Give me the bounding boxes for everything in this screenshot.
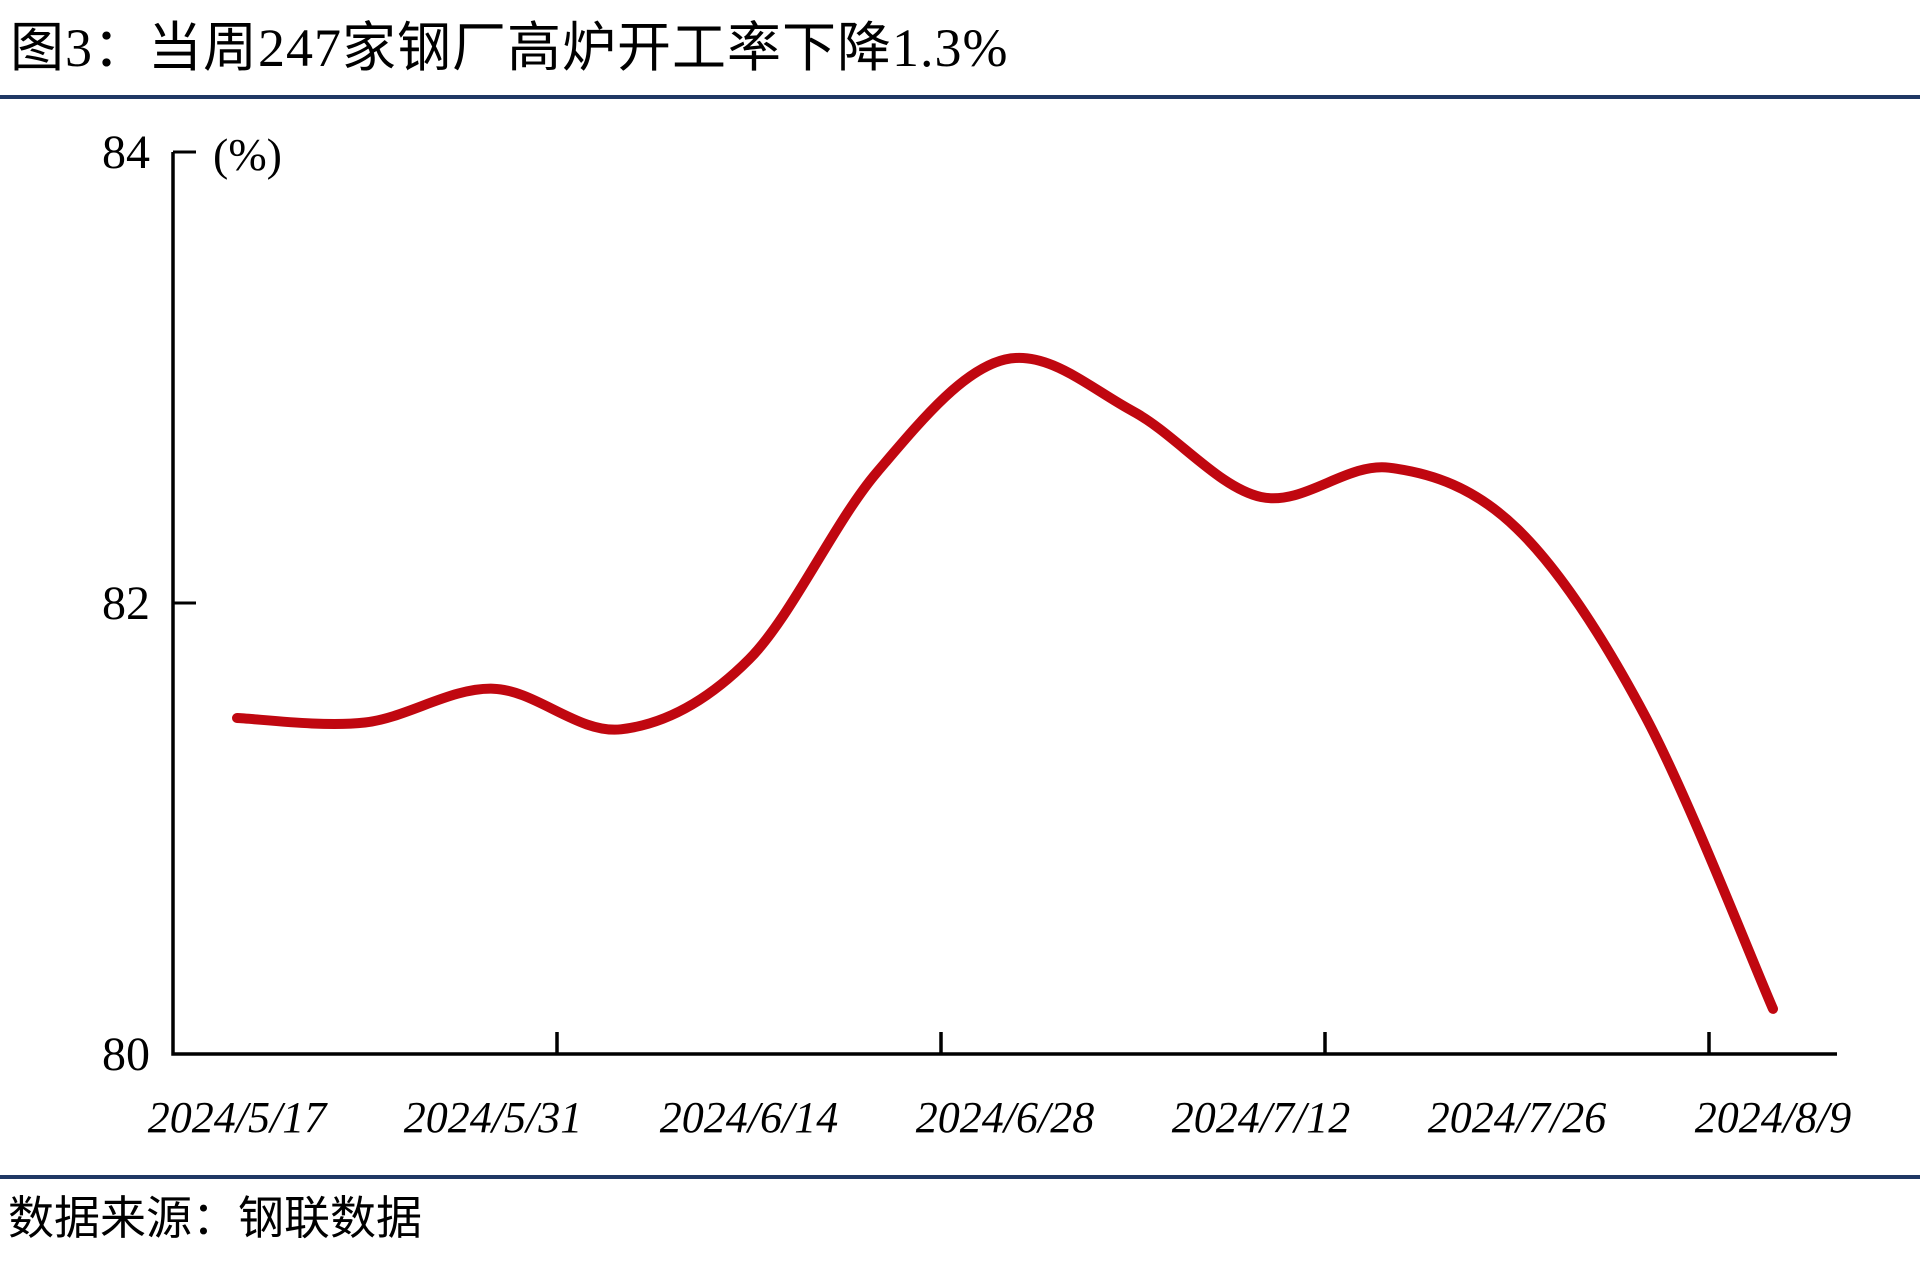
x-axis-label-2024/5/31: 2024/5/31 [404,1093,582,1142]
y-axis-unit-label: (%) [213,129,282,180]
page-title: 图3：当周247家钢厂高炉开工率下降1.3% [10,18,1009,78]
y-axis-label-80: 80 [102,1028,150,1081]
x-axis-label-2024/7/12: 2024/7/12 [1172,1093,1350,1142]
x-axis-label-2024/7/26: 2024/7/26 [1428,1093,1606,1142]
x-axis-label-2024/6/28: 2024/6/28 [916,1093,1094,1142]
operating-rate-series-line [232,352,1778,1014]
y-axis-label-82: 82 [102,577,150,630]
x-axis-label-2024/5/17: 2024/5/17 [148,1093,328,1142]
title-divider [0,95,1920,99]
footer-divider [0,1175,1920,1179]
x-axis-label-2024/6/14: 2024/6/14 [660,1093,838,1142]
axis-lines [171,152,1837,1056]
data-source-note: 数据来源：钢联数据 [8,1193,422,1244]
y-axis-label-84: 84 [102,126,150,179]
x-axis-label-2024/8/9: 2024/8/9 [1695,1093,1851,1142]
